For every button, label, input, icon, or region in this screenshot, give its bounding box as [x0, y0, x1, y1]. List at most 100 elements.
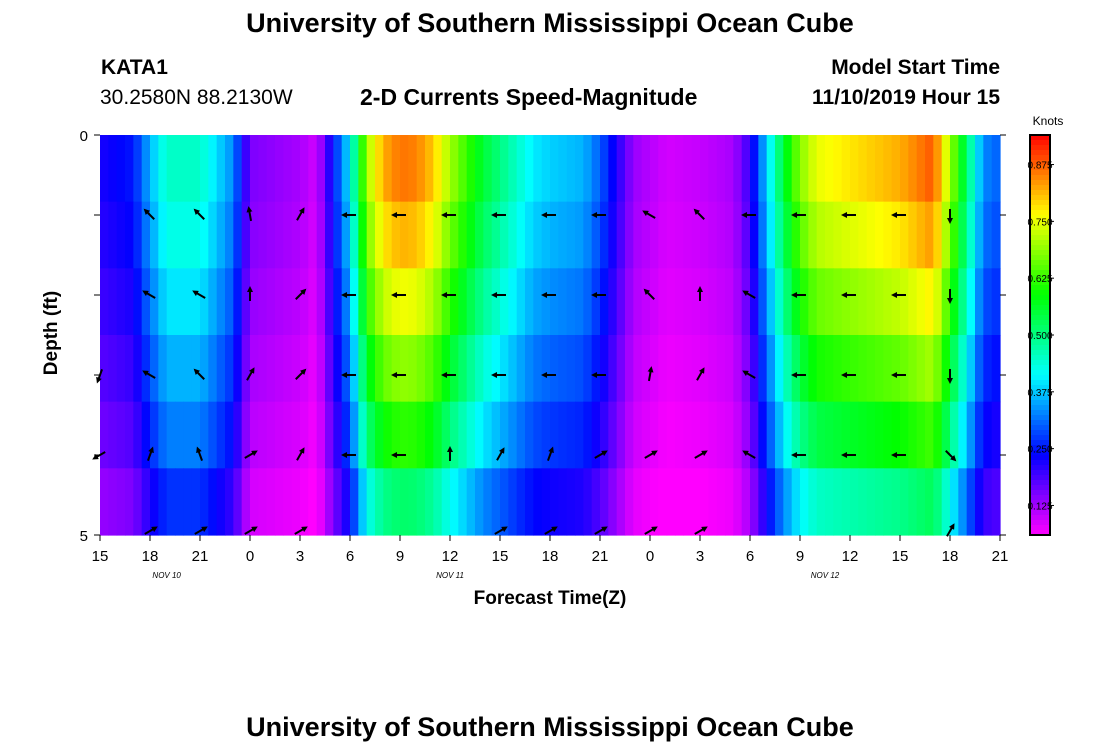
heatmap-cell	[866, 335, 876, 403]
heatmap-cell	[516, 268, 526, 336]
current-arrow	[246, 206, 253, 222]
heatmap-cell	[375, 468, 384, 536]
heatmap-cell	[391, 268, 401, 336]
heatmap-cell	[741, 201, 751, 269]
x-tick-label: 18	[542, 548, 559, 565]
heatmap-cell	[683, 335, 693, 403]
colorbar-segment	[1030, 385, 1050, 391]
current-arrow	[244, 450, 258, 459]
heatmap-cell	[866, 201, 876, 269]
heatmap-cell	[300, 268, 309, 336]
colorbar-segment	[1030, 230, 1050, 236]
heatmap-cell	[758, 268, 768, 336]
heatmap-cell	[616, 135, 626, 203]
heatmap-cell	[200, 401, 209, 469]
heatmap-cell	[358, 335, 368, 403]
heatmap-cell	[400, 268, 409, 336]
heatmap-cell	[725, 135, 734, 203]
heatmap-cell	[200, 268, 209, 336]
heatmap-cell	[675, 335, 684, 403]
heatmap-cell	[241, 401, 251, 469]
heatmap-cell	[883, 335, 893, 403]
heatmap-cell	[716, 401, 726, 469]
heatmap-cell	[491, 468, 501, 536]
current-arrow	[295, 368, 307, 380]
heatmap-cell	[283, 335, 293, 403]
heatmap-cell	[850, 401, 859, 469]
heatmap-cell	[233, 135, 243, 203]
heatmap-cell	[275, 468, 284, 536]
heatmap-cell	[841, 268, 851, 336]
heatmap-cell	[458, 201, 468, 269]
heatmap-cell	[400, 335, 409, 403]
heatmap-cell	[133, 335, 143, 403]
x-tick-label: 15	[492, 548, 509, 565]
heatmap-cell	[691, 135, 701, 203]
heatmap-cell	[200, 135, 209, 203]
heatmap-cell	[691, 401, 701, 469]
colorbar-segment	[1030, 280, 1050, 286]
heatmap-cell	[333, 268, 343, 336]
current-arrow	[594, 526, 608, 535]
current-arrow	[742, 290, 756, 299]
heatmap-cell	[725, 335, 734, 403]
heatmap-cell	[491, 335, 501, 403]
heatmap-cell	[516, 135, 526, 203]
colorbar-segment	[1030, 335, 1050, 341]
heatmap-cell	[966, 201, 976, 269]
heatmap-cell	[733, 468, 743, 536]
colorbar-segment	[1030, 135, 1050, 141]
heatmap-cell	[333, 401, 343, 469]
heatmap-cell	[683, 201, 693, 269]
heatmap-cell	[233, 401, 243, 469]
heatmap-cell	[516, 401, 526, 469]
heatmap-cell	[233, 268, 243, 336]
heatmap-cell	[141, 401, 151, 469]
heatmap-cell	[158, 468, 168, 536]
heatmap-cell	[800, 201, 809, 269]
heatmap-cell	[350, 335, 359, 403]
x-tick-label: 21	[592, 548, 609, 565]
heatmap-cell	[791, 335, 801, 403]
heatmap-cell	[125, 468, 134, 536]
heatmap-cell	[225, 201, 234, 269]
model-start-value: 11/10/2019 Hour 15	[812, 86, 1000, 109]
heatmap-cell	[458, 401, 468, 469]
heatmap-cell	[791, 135, 801, 203]
heatmap-cell	[875, 468, 884, 536]
heatmap-cell	[100, 468, 109, 536]
heatmap-cell	[416, 468, 426, 536]
heatmap-cell	[975, 201, 984, 269]
current-arrow	[194, 526, 208, 535]
heatmap-cell	[883, 268, 893, 336]
colorbar-segment	[1030, 260, 1050, 266]
heatmap-cell	[258, 268, 268, 336]
heatmap-cell	[541, 468, 551, 536]
heatmap-cell	[225, 135, 234, 203]
heatmap-cell	[941, 268, 951, 336]
heatmap-cell	[675, 268, 684, 336]
current-arrow	[742, 450, 756, 459]
y-tick-label: 5	[80, 528, 88, 545]
heatmap-cell	[425, 335, 434, 403]
heatmap-cell	[175, 401, 184, 469]
current-arrow	[643, 288, 655, 300]
heatmap-cell	[483, 335, 493, 403]
heatmap-cell	[475, 135, 484, 203]
heatmap-cell	[525, 135, 534, 203]
heatmap-cell	[350, 468, 359, 536]
heatmap-cell	[750, 468, 759, 536]
heatmap-cell	[500, 468, 509, 536]
heatmap-cell	[275, 335, 284, 403]
heatmap-cell	[825, 201, 834, 269]
heatmap-cell	[450, 468, 459, 536]
heatmap-cell	[166, 401, 176, 469]
heatmap-cell	[750, 268, 759, 336]
heatmap-cell	[266, 268, 276, 336]
heatmap-cell	[616, 201, 626, 269]
heatmap-cell	[966, 468, 976, 536]
heatmap-cell	[691, 201, 701, 269]
heatmap-cell	[666, 401, 676, 469]
heatmap-cell	[991, 468, 1001, 536]
heatmap-cell	[266, 468, 276, 536]
